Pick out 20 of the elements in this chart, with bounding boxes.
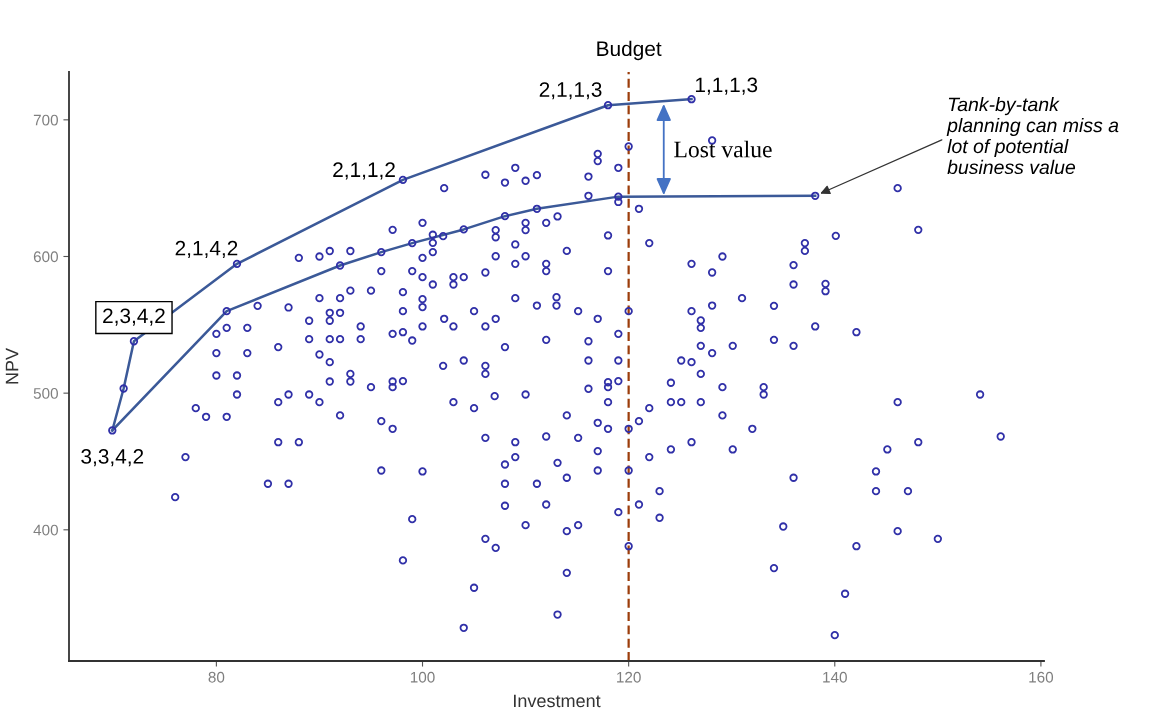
y-tick-label: 600	[33, 251, 58, 263]
annotation: 3,3,4,2	[81, 449, 144, 467]
y-tick-label: 400	[33, 524, 58, 536]
y-tick-label: 500	[33, 388, 58, 399]
x-tick-label: 140	[823, 671, 847, 683]
y-tick-label: 700	[33, 114, 58, 126]
annotation: 2,1,1,3	[539, 82, 602, 100]
ref-line-label: Budget	[597, 40, 662, 61]
annotation: 2,3,4,2	[103, 308, 165, 326]
x-tick-label: 100	[410, 671, 435, 683]
annotation: 2,1,4,2	[175, 240, 238, 259]
x-tick-label: 120	[617, 671, 641, 683]
y-axis-title: NPV	[5, 348, 19, 384]
annotation: Lost value	[674, 140, 772, 158]
annotation: Tank-by-tank planning can miss a lot of potential business value	[946, 97, 1119, 175]
x-tick-label: 160	[1029, 671, 1054, 683]
x-tick-label: 80	[208, 671, 225, 683]
annotation: 2,1,1,2	[333, 162, 395, 180]
x-axis-title: Investment	[514, 694, 601, 708]
annotation: 1,1,1,3	[695, 77, 758, 95]
